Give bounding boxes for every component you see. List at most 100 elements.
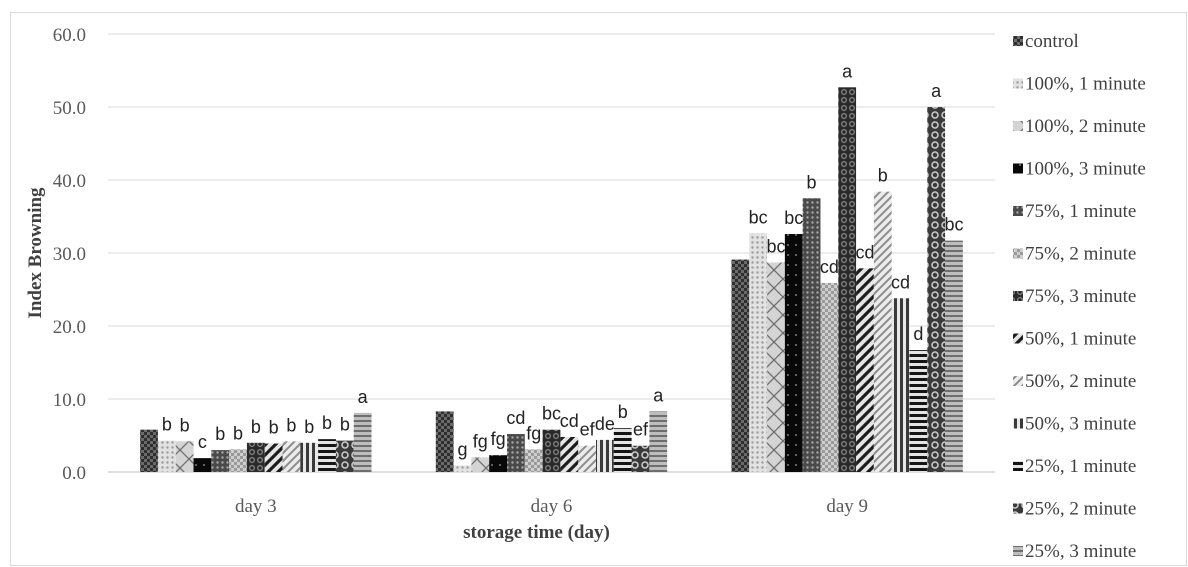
x-tick-label: day 6 <box>531 496 573 517</box>
legend-label: 75%, 1 minute <box>1025 201 1136 222</box>
bar <box>613 428 632 472</box>
legend: control 100%, 1 minute 100%, 2 minute 100%,… <box>1013 31 1146 562</box>
significance-label: b <box>215 424 225 444</box>
significance-label: b <box>807 172 817 192</box>
bar <box>435 411 454 472</box>
bar <box>802 198 821 472</box>
bar <box>453 465 472 472</box>
legend-label: 100%, 3 minute <box>1025 159 1146 180</box>
legend-label: 25%, 1 minute <box>1025 456 1136 477</box>
legend-swatch <box>1013 291 1023 301</box>
bar <box>927 107 946 472</box>
legend-swatch <box>1013 163 1023 174</box>
bar <box>945 240 963 472</box>
significance-label: a <box>653 385 664 405</box>
bar <box>649 411 668 472</box>
legend-swatch <box>1013 546 1023 556</box>
significance-label: bc <box>542 404 561 424</box>
bar <box>353 412 372 472</box>
significance-label: b <box>162 415 172 435</box>
significance-label: b <box>180 415 190 435</box>
bar <box>264 443 283 472</box>
significance-label: b <box>269 418 279 438</box>
bar <box>175 441 194 472</box>
chart-frame <box>10 12 1187 566</box>
bar <box>507 434 525 472</box>
legend-swatch <box>1013 248 1023 259</box>
legend-swatch <box>1013 121 1023 131</box>
significance-label: bc <box>784 208 803 228</box>
bar <box>524 449 543 472</box>
bar <box>909 350 928 472</box>
bar <box>578 445 596 472</box>
significance-label: d <box>913 324 923 344</box>
bar <box>820 282 839 472</box>
x-tick-label: day 3 <box>235 496 277 517</box>
significance-label: fg <box>526 423 541 443</box>
y-tick-label: 20.0 <box>53 317 86 338</box>
significance-label: b <box>618 402 628 422</box>
y-tick-label: 30.0 <box>53 244 86 265</box>
significance-label: bc <box>749 207 768 227</box>
bar <box>873 191 892 472</box>
bar <box>211 450 230 472</box>
bar <box>229 449 247 472</box>
significance-label: de <box>595 414 615 434</box>
bar <box>891 298 910 472</box>
legend-label: 25%, 2 minute <box>1025 499 1136 520</box>
significance-label: cd <box>560 411 579 431</box>
bar <box>282 441 301 472</box>
significance-label: cd <box>855 242 874 262</box>
significance-label: b <box>251 417 261 437</box>
legend-label: 75%, 2 minute <box>1025 244 1136 265</box>
bar <box>471 457 490 472</box>
significance-label: b <box>304 417 314 437</box>
bar <box>767 262 785 472</box>
bar <box>596 439 614 472</box>
bar <box>542 429 561 472</box>
significance-label: cd <box>506 408 525 428</box>
legend-swatch <box>1013 78 1023 89</box>
y-tick-label: 10.0 <box>53 390 86 411</box>
y-tick-label: 50.0 <box>53 98 86 119</box>
legend-swatch <box>1013 503 1023 514</box>
y-axis-title: Index Browning <box>25 187 46 319</box>
bar <box>560 436 579 472</box>
bar <box>318 439 336 472</box>
legend-label: 100%, 2 minute <box>1025 116 1146 137</box>
x-axis-title: storage time (day) <box>463 522 610 543</box>
significance-label: ef <box>580 420 596 440</box>
y-tick-label: 60.0 <box>53 25 86 46</box>
significance-label: a <box>842 61 853 81</box>
significance-label: g <box>457 439 467 459</box>
legend-label: control <box>1025 31 1079 52</box>
significance-label: bc <box>766 236 785 256</box>
bar <box>335 440 354 472</box>
significance-label: cd <box>820 257 839 277</box>
bars: day 3 day 6 day 9 <box>140 87 963 517</box>
significance-label: c <box>198 432 207 452</box>
axes: storage time (day) Index Browning <box>25 187 610 543</box>
legend-label: 100%, 1 minute <box>1025 74 1146 95</box>
significance-label: b <box>340 415 350 435</box>
legend-label: 50%, 2 minute <box>1025 371 1136 392</box>
bar <box>140 429 158 472</box>
legend-swatch <box>1013 376 1023 386</box>
legend-label: 75%, 3 minute <box>1025 286 1136 307</box>
legend-swatch <box>1013 206 1023 216</box>
y-tick-label: 40.0 <box>53 171 86 192</box>
significance-label: ef <box>633 420 649 440</box>
bar <box>749 233 768 472</box>
legend-label: 50%, 1 minute <box>1025 329 1136 350</box>
significance-label: fg <box>491 429 506 449</box>
bar <box>157 440 176 472</box>
significance-label: cd <box>891 272 910 292</box>
legend-label: 25%, 3 minute <box>1025 541 1136 562</box>
legend-swatch <box>1013 36 1023 46</box>
bar <box>856 268 874 472</box>
bar <box>300 442 319 472</box>
bar <box>631 445 650 472</box>
legend-swatch <box>1013 461 1023 471</box>
